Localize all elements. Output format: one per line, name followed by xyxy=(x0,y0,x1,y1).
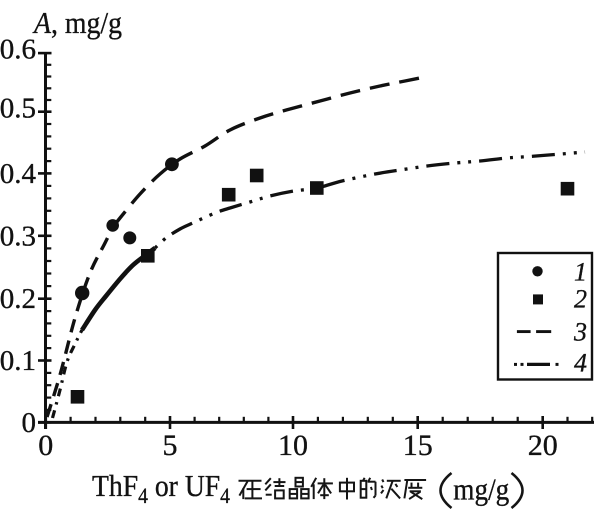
svg-text:0.5: 0.5 xyxy=(0,93,36,125)
svg-text:ThF4 or UF4: ThF4 or UF4 xyxy=(92,468,230,508)
svg-text:0: 0 xyxy=(22,407,37,439)
svg-text:0.6: 0.6 xyxy=(0,34,36,66)
svg-text:10: 10 xyxy=(278,429,308,462)
svg-text:20: 20 xyxy=(528,429,558,462)
svg-text:2: 2 xyxy=(574,285,587,314)
svg-text:0: 0 xyxy=(38,429,53,462)
svg-text:0.4: 0.4 xyxy=(0,158,37,190)
svg-text:0.1: 0.1 xyxy=(0,345,36,377)
svg-text:0.3: 0.3 xyxy=(0,220,36,252)
svg-text:4: 4 xyxy=(574,349,587,378)
svg-text:1: 1 xyxy=(574,258,587,287)
svg-text:0.2: 0.2 xyxy=(0,283,36,315)
svg-text:3: 3 xyxy=(573,318,587,347)
svg-text:mg/g: mg/g xyxy=(453,472,509,507)
svg-text:5: 5 xyxy=(163,429,178,462)
svg-text:A, mg/g: A, mg/g xyxy=(32,5,122,40)
svg-text:15: 15 xyxy=(403,429,433,462)
